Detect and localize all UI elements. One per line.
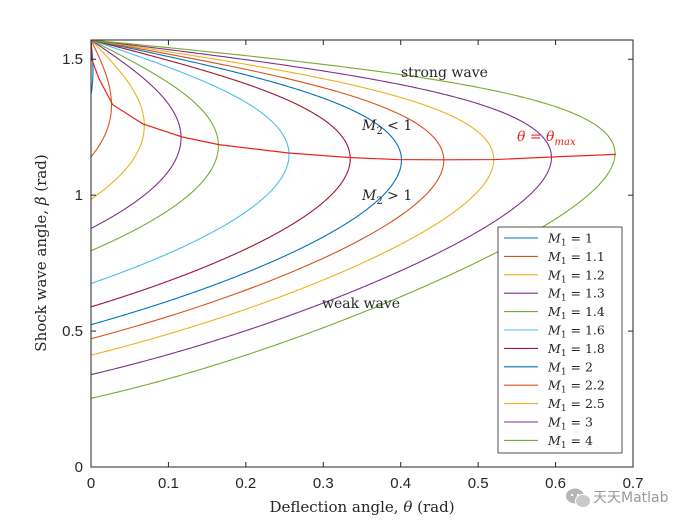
series-line-mach-1.1 xyxy=(91,40,113,158)
y-tick-label: 0 xyxy=(75,459,83,476)
x-tick-label: 0.1 xyxy=(158,475,179,492)
series-line-mach-1.2 xyxy=(91,40,145,200)
y-axis-label: Shock wave angle, β (rad) xyxy=(32,154,50,351)
legend-entry: M1 = 1.8 xyxy=(547,341,605,359)
legend-entry: M1 = 2 xyxy=(547,359,593,377)
theta-max-line xyxy=(91,40,616,161)
legend-entry: M1 = 1.2 xyxy=(547,267,605,285)
y-tick-label: 1 xyxy=(75,187,83,204)
watermark-text: 天天Matlab xyxy=(593,490,669,506)
annotation-theta-max: θ = θmax xyxy=(517,129,576,148)
legend-entry: M1 = 1.6 xyxy=(547,323,605,341)
x-axis-ticks: 0 0.1 0.2 0.3 0.4 0.5 0.6 0.7 xyxy=(87,40,644,492)
x-tick-label: 0.2 xyxy=(235,475,256,492)
plot-frame xyxy=(90,39,634,468)
legend-entry: M1 = 1 xyxy=(547,231,593,249)
series-line-mach-1.8 xyxy=(91,40,351,308)
annotation-m2-greater-than-1: M2 > 1 xyxy=(361,188,412,207)
legend-entry: M1 = 4 xyxy=(547,433,593,451)
x-tick-label: 0.4 xyxy=(390,475,411,492)
mach-curves xyxy=(91,40,616,399)
x-tick-label: 0.7 xyxy=(623,475,644,492)
x-axis-label: Deflection angle, θ (rad) xyxy=(269,498,454,516)
series-line-mach-1.4 xyxy=(91,40,219,252)
annotation-m2-less-than-1: M2 < 1 xyxy=(361,118,412,137)
y-tick-label: 0.5 xyxy=(62,323,83,340)
series-line-mach-2 xyxy=(91,40,403,326)
legend-entry: M1 = 3 xyxy=(547,415,593,433)
legend: M1 = 1M1 = 1.1M1 = 1.2M1 = 1.3M1 = 1.4M1… xyxy=(497,226,623,454)
series-line-mach-3 xyxy=(91,40,553,376)
series-line-mach-2.2 xyxy=(91,40,445,340)
annotation-weak-wave: weak wave xyxy=(322,296,400,312)
legend-entry: M1 = 2.2 xyxy=(547,378,605,396)
series-line-mach-1.6 xyxy=(91,40,290,284)
series-line-mach-1.3 xyxy=(91,40,182,229)
legend-entry: M1 = 1.3 xyxy=(547,286,605,304)
y-axis-ticks: 0 0.5 1 1.5 xyxy=(62,51,633,476)
legend-box xyxy=(497,226,623,454)
series-line-mach-4 xyxy=(91,40,616,399)
x-tick-label: 0.3 xyxy=(313,475,334,492)
legend-entry: M1 = 1.4 xyxy=(547,304,605,322)
wechat-icon xyxy=(566,488,591,508)
legend-entry: M1 = 2.5 xyxy=(547,396,605,414)
x-tick-label: 0 xyxy=(87,475,95,492)
legend-entry: M1 = 1.1 xyxy=(547,249,605,267)
x-tick-label: 0.5 xyxy=(468,475,489,492)
annotation-strong-wave: strong wave xyxy=(401,65,488,81)
x-tick-label: 0.6 xyxy=(545,475,566,492)
series-line-mach-2.5 xyxy=(91,40,495,356)
watermark: 天天Matlab xyxy=(566,488,669,508)
y-tick-label: 1.5 xyxy=(62,51,83,68)
